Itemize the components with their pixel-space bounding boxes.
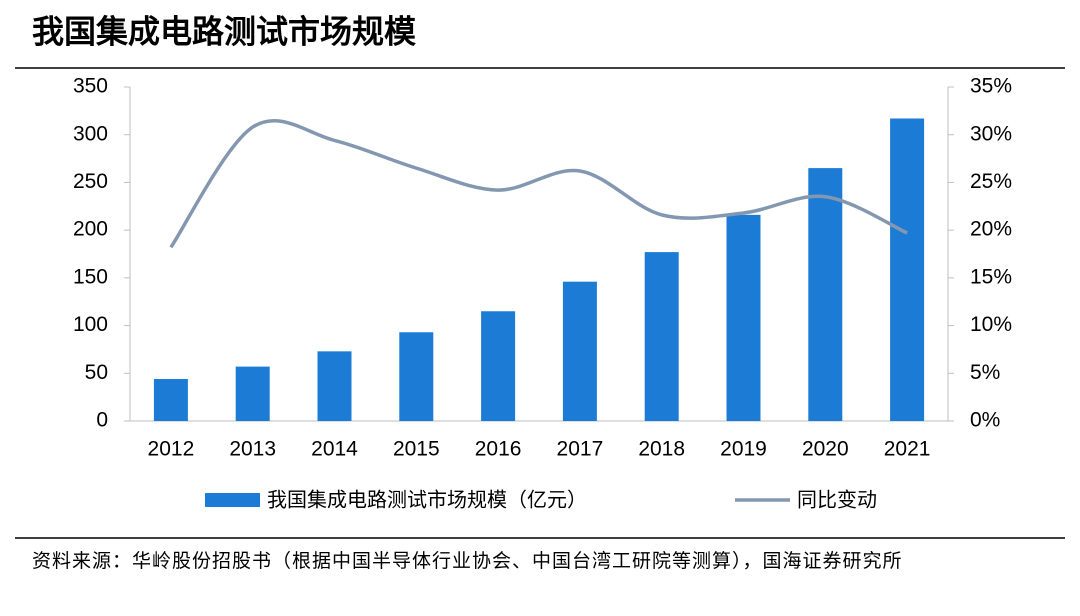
y2-tick-label: 5% xyxy=(970,361,1000,384)
x-tick-label: 2021 xyxy=(884,438,931,461)
y-tick-label: 300 xyxy=(73,122,108,145)
bar xyxy=(726,214,761,421)
y2-tick-label: 35% xyxy=(970,75,1012,98)
chart: 我国集成电路测试市场规模 0 50 100 150 200 250 300 350 0% 5% 10… xyxy=(15,13,1065,539)
y2-tick-label: 30% xyxy=(970,122,1012,145)
bar xyxy=(399,332,434,421)
y2-tick-label: 15% xyxy=(970,265,1012,288)
bar xyxy=(481,311,516,421)
x-tick-label: 2012 xyxy=(148,438,195,461)
x-tick-label: 2013 xyxy=(229,438,276,461)
y2-tick-label: 10% xyxy=(970,313,1012,336)
chart-title: 我国集成电路测试市场规模 xyxy=(32,13,416,49)
y2-tick-label: 0% xyxy=(970,409,1000,432)
bar xyxy=(235,366,270,421)
x-tick-label: 2015 xyxy=(393,438,440,461)
source-note: 资料来源：华岭股份招股书（根据中国半导体行业协会、中国台湾工研院等测算），国海证… xyxy=(32,550,903,572)
y-tick-label: 250 xyxy=(73,170,108,193)
x-tick-label: 2017 xyxy=(557,438,604,461)
y-tick-label: 150 xyxy=(73,265,108,288)
legend-swatch xyxy=(205,493,260,507)
bar xyxy=(890,118,925,422)
y2-tick-label: 25% xyxy=(970,170,1012,193)
line xyxy=(169,119,908,249)
bar xyxy=(153,379,188,421)
y-tick-label: 50 xyxy=(85,361,108,384)
y2-tick-label: 20% xyxy=(970,218,1012,241)
y-tick-label: 100 xyxy=(73,313,108,336)
bar xyxy=(808,168,843,421)
y-tick-label: 0 xyxy=(96,409,108,432)
x-tick-label: 2018 xyxy=(638,438,685,461)
bar xyxy=(317,351,352,421)
x-tick-label: 2019 xyxy=(720,438,767,461)
y-tick-label: 350 xyxy=(73,75,108,98)
legend-label: 同比变动 xyxy=(797,488,877,511)
y-tick-label: 200 xyxy=(73,218,108,241)
x-tick-label: 2014 xyxy=(311,438,358,461)
bar xyxy=(644,252,679,421)
legend-label: 我国集成电路测试市场规模（亿元） xyxy=(267,488,587,511)
x-tick-label: 2020 xyxy=(802,438,849,461)
x-tick-label: 2016 xyxy=(475,438,522,461)
bar xyxy=(562,281,597,421)
